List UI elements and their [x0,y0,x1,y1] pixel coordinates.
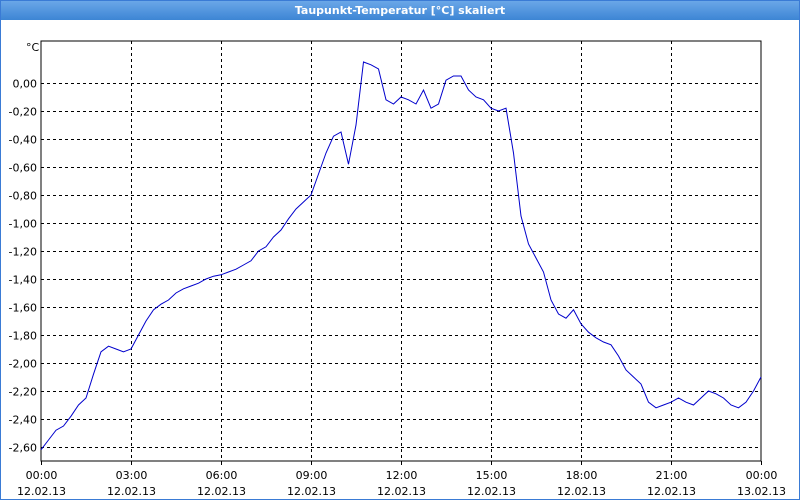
x-tick-time: 21:00 [656,469,688,482]
y-tick-label: -0,40 [9,134,37,147]
y-axis-ticks: 0,00 -0,20 -0,40 -0,60 -0,80 -1,00 -1,20 -1,40 -… [9,78,37,455]
line-chart: 0,00 -0,20 -0,40 -0,60 -0,80 -1,00 -1,20 -1,40 -… [9,40,786,498]
x-tick-date: 12.02.13 [647,485,696,498]
x-tick-date: 12.02.13 [467,485,516,498]
y-tick-label: -1,60 [9,302,37,315]
y-tick-label: -2,60 [9,442,37,455]
x-tick-date: 12.02.13 [197,485,246,498]
y-tick-label: -1,80 [9,330,37,343]
y-axis-label: °C [26,41,40,54]
x-axis-ticks: 00:00 12.02.13 03:00 12.02.13 06:00 12.02.13 0… [17,461,786,498]
window-title: Taupunkt-Temperatur [°C] skaliert [1,1,799,20]
y-tick-label: -1,40 [9,274,37,287]
x-tick-time: 00:00 [26,469,58,482]
grid [40,40,762,462]
x-tick-time: 09:00 [296,469,328,482]
y-tick-label: -1,00 [9,218,37,231]
x-tick-date: 12.02.13 [377,485,426,498]
y-tick-label: -0,60 [9,162,37,175]
y-tick-label: -1,20 [9,246,37,259]
x-tick-time: 00:00 [746,469,778,482]
x-tick-date: 12.02.13 [557,485,606,498]
y-tick-label: 0,00 [13,78,38,91]
x-tick-date: 12.02.13 [287,485,336,498]
x-tick-date: 13.02.13 [737,485,786,498]
y-tick-label: -2,00 [9,358,37,371]
x-tick-date: 12.02.13 [107,485,156,498]
y-tick-label: -0,80 [9,190,37,203]
x-tick-time: 18:00 [566,469,598,482]
y-tick-label: -0,20 [9,106,37,119]
x-tick-date: 12.02.13 [17,485,66,498]
x-tick-time: 15:00 [476,469,508,482]
dewpoint-series-line [40,61,762,451]
y-tick-label: -2,20 [9,386,37,399]
x-tick-time: 06:00 [206,469,238,482]
x-tick-time: 03:00 [116,469,148,482]
y-tick-label: -2,40 [9,414,37,427]
x-tick-time: 12:00 [386,469,418,482]
